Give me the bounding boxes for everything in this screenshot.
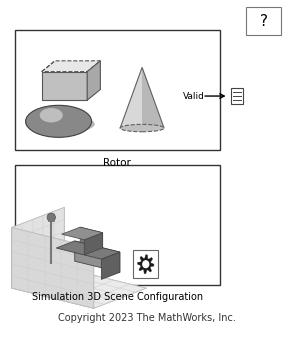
Polygon shape xyxy=(87,61,100,100)
Text: Simulation 3D Scene Configuration: Simulation 3D Scene Configuration xyxy=(32,292,203,302)
Bar xyxy=(15,165,220,285)
Polygon shape xyxy=(84,233,103,255)
Polygon shape xyxy=(12,207,64,288)
Polygon shape xyxy=(12,268,146,308)
Ellipse shape xyxy=(25,114,95,133)
Ellipse shape xyxy=(40,108,63,122)
Polygon shape xyxy=(42,72,87,100)
Bar xyxy=(246,7,281,35)
Bar xyxy=(133,250,158,278)
Ellipse shape xyxy=(47,213,55,222)
Polygon shape xyxy=(101,252,120,279)
Ellipse shape xyxy=(143,261,149,268)
Polygon shape xyxy=(80,227,103,248)
Polygon shape xyxy=(42,61,100,72)
Polygon shape xyxy=(12,227,94,308)
Text: ?: ? xyxy=(260,13,268,29)
Text: Copyright 2023 The MathWorks, Inc.: Copyright 2023 The MathWorks, Inc. xyxy=(57,313,236,324)
Polygon shape xyxy=(56,241,120,259)
Text: Rotor: Rotor xyxy=(103,158,131,168)
Polygon shape xyxy=(142,67,164,128)
Polygon shape xyxy=(62,227,103,240)
Polygon shape xyxy=(120,67,142,128)
Polygon shape xyxy=(138,255,154,274)
Ellipse shape xyxy=(26,105,91,137)
Bar xyxy=(231,88,243,104)
Ellipse shape xyxy=(120,124,164,132)
Text: Valid: Valid xyxy=(183,92,205,100)
Bar xyxy=(15,30,220,150)
Polygon shape xyxy=(75,241,120,272)
